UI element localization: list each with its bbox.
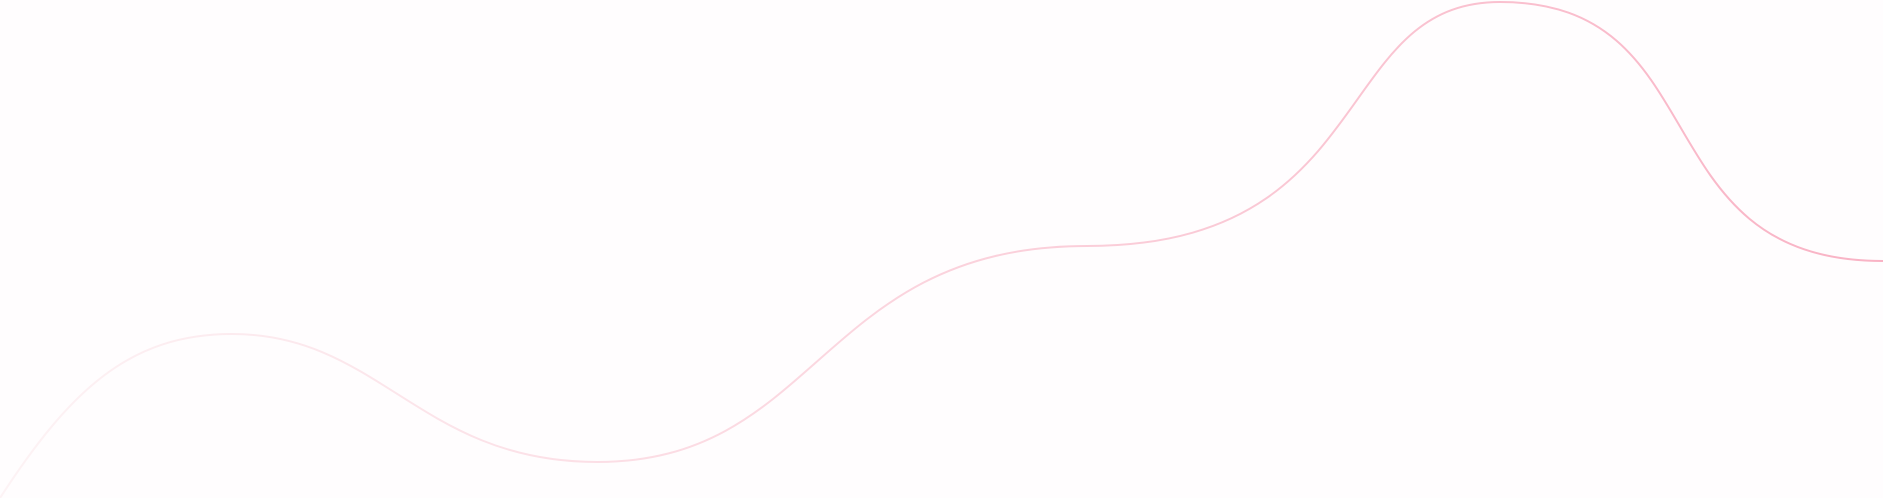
background [0,0,1883,498]
decorative-wave-background [0,0,1883,498]
wave-line [0,0,1883,498]
